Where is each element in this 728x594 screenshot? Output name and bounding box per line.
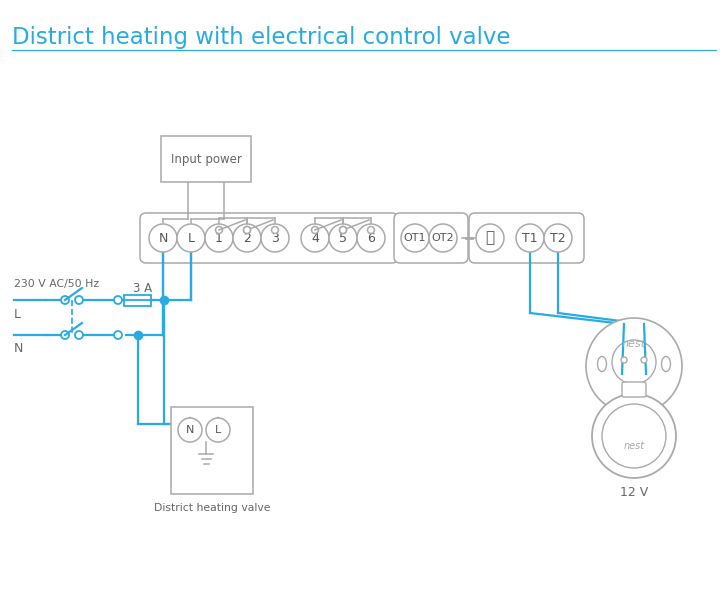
Circle shape <box>339 226 347 233</box>
Text: 4: 4 <box>311 232 319 245</box>
Circle shape <box>357 224 385 252</box>
Circle shape <box>177 224 205 252</box>
Text: N: N <box>14 343 23 355</box>
Text: District heating with electrical control valve: District heating with electrical control… <box>12 26 510 49</box>
Circle shape <box>261 224 289 252</box>
Circle shape <box>205 224 233 252</box>
Circle shape <box>243 226 250 233</box>
FancyBboxPatch shape <box>140 213 398 263</box>
FancyBboxPatch shape <box>469 213 584 263</box>
Circle shape <box>401 224 429 252</box>
Circle shape <box>233 224 261 252</box>
Circle shape <box>312 226 319 233</box>
Text: ⏚: ⏚ <box>486 230 494 245</box>
Text: L: L <box>215 425 221 435</box>
Circle shape <box>301 224 329 252</box>
Text: T1: T1 <box>522 232 538 245</box>
Text: 3 A: 3 A <box>133 282 153 295</box>
Circle shape <box>621 357 627 363</box>
Text: District heating valve: District heating valve <box>154 503 270 513</box>
Circle shape <box>602 404 666 468</box>
FancyBboxPatch shape <box>394 213 468 263</box>
Text: nest: nest <box>623 441 644 451</box>
Circle shape <box>339 226 347 233</box>
FancyBboxPatch shape <box>622 382 646 397</box>
Circle shape <box>429 224 457 252</box>
Circle shape <box>243 226 250 233</box>
Text: Input power: Input power <box>170 153 242 166</box>
Circle shape <box>544 224 572 252</box>
Text: N: N <box>186 425 194 435</box>
Circle shape <box>368 226 374 233</box>
Circle shape <box>215 226 223 233</box>
Circle shape <box>272 226 279 233</box>
Circle shape <box>61 331 69 339</box>
FancyBboxPatch shape <box>171 407 253 494</box>
Circle shape <box>178 418 202 442</box>
Ellipse shape <box>598 356 606 371</box>
Circle shape <box>61 296 69 304</box>
Text: 3: 3 <box>271 232 279 245</box>
Circle shape <box>516 224 544 252</box>
Circle shape <box>586 318 682 414</box>
Circle shape <box>114 296 122 304</box>
Text: 6: 6 <box>367 232 375 245</box>
Text: nest: nest <box>622 339 646 349</box>
Text: 2: 2 <box>243 232 251 245</box>
Circle shape <box>114 331 122 339</box>
Circle shape <box>612 340 656 384</box>
Circle shape <box>75 331 83 339</box>
Text: 5: 5 <box>339 232 347 245</box>
Circle shape <box>75 296 83 304</box>
Circle shape <box>476 224 504 252</box>
Text: L: L <box>188 232 194 245</box>
Text: 1: 1 <box>215 232 223 245</box>
Text: 12 V: 12 V <box>620 486 648 499</box>
FancyBboxPatch shape <box>124 295 151 305</box>
Circle shape <box>641 357 647 363</box>
Circle shape <box>206 418 230 442</box>
Text: T2: T2 <box>550 232 566 245</box>
Text: OT2: OT2 <box>432 233 454 243</box>
Circle shape <box>329 224 357 252</box>
Text: N: N <box>158 232 167 245</box>
FancyBboxPatch shape <box>161 136 251 182</box>
Circle shape <box>592 394 676 478</box>
Circle shape <box>149 224 177 252</box>
Text: L: L <box>14 308 21 321</box>
Text: OT1: OT1 <box>404 233 427 243</box>
Ellipse shape <box>662 356 670 371</box>
Text: 230 V AC/50 Hz: 230 V AC/50 Hz <box>14 279 99 289</box>
